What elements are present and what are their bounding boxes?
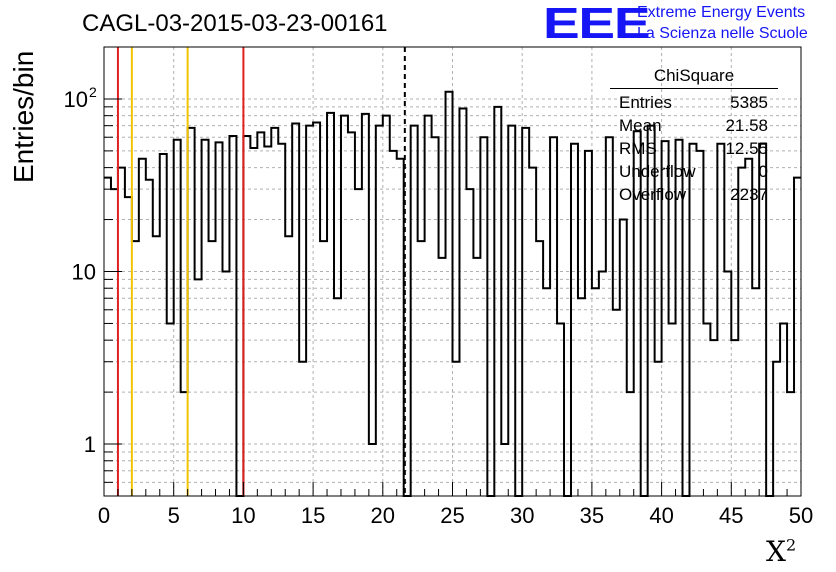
stats-row-underflow: Underflow 0	[610, 160, 778, 183]
x-tick-label: 30	[510, 503, 534, 528]
stats-value: 21.58	[725, 116, 768, 135]
x-tick-label: 45	[719, 503, 743, 528]
stats-label: Underflow	[619, 162, 696, 181]
x-axis-label-main: X	[766, 535, 786, 568]
x-tick-label: 40	[649, 503, 673, 528]
y-tick-label-exponent: 2	[89, 84, 97, 100]
y-axis-label: Entries/bin	[8, 50, 39, 183]
y-tick-label: 10	[72, 260, 96, 285]
x-tick-label: 20	[371, 503, 395, 528]
stats-row-mean: Mean 21.58	[610, 114, 778, 137]
stats-value: 12.55	[725, 139, 768, 158]
stats-title: ChiSquare	[610, 66, 778, 89]
x-axis-label: X2	[766, 535, 796, 568]
stats-box: ChiSquare Entries 5385 Mean 21.58 RMS 12.55 Un…	[610, 66, 778, 206]
stats-row-overflow: Overflow 2237	[610, 183, 778, 206]
y-tick-label: 10	[64, 87, 88, 112]
x-tick-label: 0	[98, 503, 110, 528]
eee-logo: EEE	[543, 0, 651, 48]
x-tick-label: 25	[440, 503, 464, 528]
logo-text: Extreme Energy Events La Scienza nelle S…	[637, 2, 808, 44]
x-tick-label: 10	[231, 503, 255, 528]
x-tick-label: 50	[789, 503, 813, 528]
logo-line-1: Extreme Energy Events	[637, 4, 806, 21]
x-tick-label: 35	[580, 503, 604, 528]
stats-label: RMS	[619, 139, 657, 158]
stats-row-entries: Entries 5385	[610, 91, 778, 114]
chart-title: CAGL-03-2015-03-23-00161	[82, 10, 388, 37]
stats-rows: Entries 5385 Mean 21.58 RMS 12.55 Underflow 0 Ov…	[610, 91, 778, 206]
x-axis-label-sup: 2	[785, 535, 797, 555]
histogram-series	[104, 90, 801, 497]
logo-line-2: La Scienza nelle Scuole	[637, 25, 808, 42]
stats-label: Mean	[619, 116, 662, 135]
stats-value: 2237	[730, 185, 768, 204]
stats-row-rms: RMS 12.55	[610, 137, 778, 160]
stats-label: Overflow	[619, 185, 687, 204]
y-tick-label: 1	[84, 432, 96, 457]
stats-label: Entries	[619, 93, 672, 112]
x-tick-label: 15	[301, 503, 325, 528]
stats-value: 5385	[730, 93, 768, 112]
stats-value: 0	[758, 162, 768, 181]
x-tick-label: 5	[168, 503, 180, 528]
